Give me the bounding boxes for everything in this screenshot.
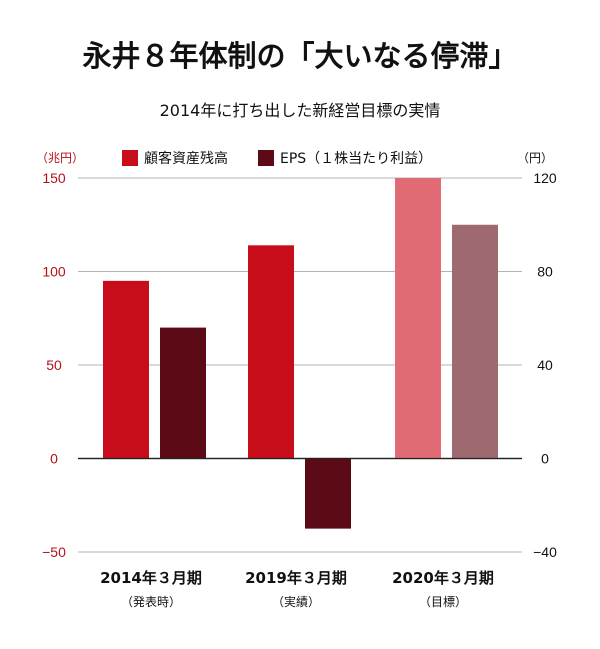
right-axis-tick-label: 80 [537,264,553,280]
axis-ticks: 150 100 50 0 −50 120 80 40 0 −40 [42,170,557,560]
bar-eps-2 [305,458,351,529]
right-axis-tick-label: −40 [533,544,557,560]
right-axis-tick-label: 0 [541,451,549,467]
legend-swatch-customer-assets [122,150,138,166]
left-axis-tick-label: 50 [46,357,62,373]
bars [103,178,498,529]
bar-customer-assets-3 [395,178,441,459]
left-axis-tick-label: −50 [42,544,66,560]
right-axis-tick-label: 40 [537,357,553,373]
category-note-2019: （実績） [272,594,320,609]
left-axis-unit: （兆円） [36,151,84,165]
left-axis-tick-label: 150 [42,170,66,186]
legend: 顧客資産残高 EPS（１株当たり利益） [122,150,432,167]
chart-title: 永井８年体制の「大いなる停滞」 [82,39,517,73]
legend-label-customer-assets: 顧客資産残高 [144,150,228,167]
left-axis-tick-label: 0 [50,451,58,467]
category-note-2020: （目標） [419,595,467,609]
bar-customer-assets-1 [103,280,149,459]
category-label-2019: 2019年３月期 [245,569,347,587]
category-label-2014: 2014年３月期 [100,569,202,587]
category-note-2014: （発表時） [121,595,181,609]
bar-eps-1 [160,327,206,459]
legend-swatch-eps [258,150,274,166]
category-label-2020: 2020年３月期 [392,569,494,587]
bar-eps-3 [452,224,498,459]
left-axis-tick-label: 100 [42,264,66,280]
right-axis-unit: （円） [517,151,553,165]
right-axis-tick-label: 120 [533,170,557,186]
category-labels: 2014年３月期 （発表時） 2019年３月期 （実績） 2020年３月期 （目… [100,569,494,609]
bar-customer-assets-2 [248,245,294,459]
legend-label-eps: EPS（１株当たり利益） [280,151,432,167]
chart-subtitle: 2014年に打ち出した新経営目標の実情 [160,101,441,120]
